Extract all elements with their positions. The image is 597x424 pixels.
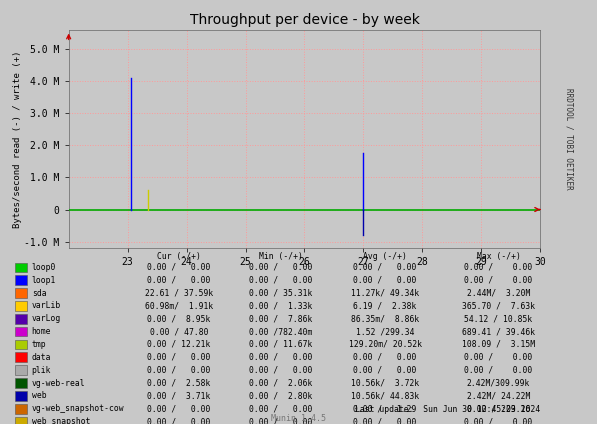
Text: 0.00 /   0.00: 0.00 / 0.00 xyxy=(353,263,417,272)
Text: 0.00 /    0.00: 0.00 / 0.00 xyxy=(464,353,533,362)
Title: Throughput per device - by week: Throughput per device - by week xyxy=(189,13,420,27)
Text: loop1: loop1 xyxy=(32,276,56,285)
Text: 0.00 /   0.00: 0.00 / 0.00 xyxy=(147,404,211,413)
Text: 0.00 /  1.33k: 0.00 / 1.33k xyxy=(249,301,312,310)
Bar xyxy=(15,301,27,311)
Bar xyxy=(15,365,27,375)
Text: 0.00 /   0.00: 0.00 / 0.00 xyxy=(249,276,312,285)
Bar xyxy=(15,262,27,272)
Text: 86.35m/  8.86k: 86.35m/ 8.86k xyxy=(351,314,419,323)
Text: 22.61 / 37.59k: 22.61 / 37.59k xyxy=(145,289,213,298)
Text: 10.56k/  3.72k: 10.56k/ 3.72k xyxy=(351,379,419,388)
Text: 0.00 /    0.00: 0.00 / 0.00 xyxy=(464,417,533,424)
Bar xyxy=(15,340,27,349)
Text: 0.00 /   0.00: 0.00 / 0.00 xyxy=(147,365,211,375)
Text: 0.00 /  2.06k: 0.00 / 2.06k xyxy=(249,379,312,388)
Text: 0.00 /   0.00: 0.00 / 0.00 xyxy=(353,417,417,424)
Text: 365.70 /  7.63k: 365.70 / 7.63k xyxy=(462,301,535,310)
Text: sda: sda xyxy=(32,289,46,298)
Text: 0.00 /   0.00: 0.00 / 0.00 xyxy=(353,276,417,285)
Text: 0.00 /   0.00: 0.00 / 0.00 xyxy=(353,365,417,375)
Text: RRDTOOL / TOBI OETIKER: RRDTOOL / TOBI OETIKER xyxy=(564,88,573,190)
Text: 0.00 / 47.80: 0.00 / 47.80 xyxy=(150,327,208,336)
Text: 0.00 /   0.00: 0.00 / 0.00 xyxy=(147,276,211,285)
Text: 2.44M/  3.20M: 2.44M/ 3.20M xyxy=(467,289,530,298)
Text: 689.41 / 39.46k: 689.41 / 39.46k xyxy=(462,327,535,336)
Text: Min (-/+): Min (-/+) xyxy=(259,252,303,262)
Text: 60.98m/  1.91k: 60.98m/ 1.91k xyxy=(145,301,213,310)
Text: varLog: varLog xyxy=(32,314,61,323)
Text: 2.42M/ 24.22M: 2.42M/ 24.22M xyxy=(467,391,530,400)
Text: plik: plik xyxy=(32,365,51,375)
Bar xyxy=(15,327,27,337)
Text: 0.00 / 229.16: 0.00 / 229.16 xyxy=(467,404,530,413)
Text: 0.00 /   0.00: 0.00 / 0.00 xyxy=(353,353,417,362)
Text: loop0: loop0 xyxy=(32,263,56,272)
Bar xyxy=(15,314,27,324)
Text: 0.00 /  2.58k: 0.00 / 2.58k xyxy=(147,379,211,388)
Text: Cur (-/+): Cur (-/+) xyxy=(157,252,201,262)
Text: 0.00 /   0.00: 0.00 / 0.00 xyxy=(249,365,312,375)
Text: 54.12 / 10.85k: 54.12 / 10.85k xyxy=(464,314,533,323)
Text: 0.00 /   0.00: 0.00 / 0.00 xyxy=(147,353,211,362)
Text: 0.00 /   0.00: 0.00 / 0.00 xyxy=(147,417,211,424)
Text: 0.00 /   1.29: 0.00 / 1.29 xyxy=(353,404,417,413)
Text: 0.00 /  3.71k: 0.00 / 3.71k xyxy=(147,391,211,400)
Text: data: data xyxy=(32,353,51,362)
Text: web: web xyxy=(32,391,46,400)
Text: 0.00 /   0.00: 0.00 / 0.00 xyxy=(249,263,312,272)
Text: 0.00 / 12.21k: 0.00 / 12.21k xyxy=(147,340,211,349)
Bar xyxy=(15,404,27,413)
Text: tmp: tmp xyxy=(32,340,46,349)
Text: 0.00 /    0.00: 0.00 / 0.00 xyxy=(464,365,533,375)
Text: 1.52 /299.34: 1.52 /299.34 xyxy=(356,327,414,336)
Text: 0.00 /   0.00: 0.00 / 0.00 xyxy=(249,404,312,413)
Bar xyxy=(15,288,27,298)
Bar xyxy=(15,391,27,401)
Text: 129.20m/ 20.52k: 129.20m/ 20.52k xyxy=(349,340,421,349)
Text: home: home xyxy=(32,327,51,336)
Text: 0.00 /  7.86k: 0.00 / 7.86k xyxy=(249,314,312,323)
Bar xyxy=(15,352,27,362)
Text: 0.00 / 11.67k: 0.00 / 11.67k xyxy=(249,340,312,349)
Bar xyxy=(15,378,27,388)
Text: 0.00 /   0.00: 0.00 / 0.00 xyxy=(147,263,211,272)
Text: 0.00 /  8.95k: 0.00 / 8.95k xyxy=(147,314,211,323)
Text: varLib: varLib xyxy=(32,301,61,310)
Text: 11.27k/ 49.34k: 11.27k/ 49.34k xyxy=(351,289,419,298)
Text: 0.00 /    0.00: 0.00 / 0.00 xyxy=(464,263,533,272)
Text: 0.00 /   0.00: 0.00 / 0.00 xyxy=(249,353,312,362)
Text: Avg (-/+): Avg (-/+) xyxy=(363,252,407,262)
Text: 0.00 /  2.80k: 0.00 / 2.80k xyxy=(249,391,312,400)
Text: 0.00 /    0.00: 0.00 / 0.00 xyxy=(464,276,533,285)
Y-axis label: Bytes/second read (-) / write (+): Bytes/second read (-) / write (+) xyxy=(13,50,21,228)
Text: 6.19 /  2.38k: 6.19 / 2.38k xyxy=(353,301,417,310)
Text: 108.09 /  3.15M: 108.09 / 3.15M xyxy=(462,340,535,349)
Text: 10.56k/ 44.83k: 10.56k/ 44.83k xyxy=(351,391,419,400)
Bar xyxy=(15,417,27,424)
Text: 0.00 / 35.31k: 0.00 / 35.31k xyxy=(249,289,312,298)
Text: Last update:  Sun Jun 30 12:45:03 2024: Last update: Sun Jun 30 12:45:03 2024 xyxy=(355,405,540,414)
Text: 0.00 /782.40m: 0.00 /782.40m xyxy=(249,327,312,336)
Text: Munin 1.4.5: Munin 1.4.5 xyxy=(271,414,326,423)
Text: vg-web_snapshot-cow: vg-web_snapshot-cow xyxy=(32,404,124,413)
Text: 0.00 /   0.00: 0.00 / 0.00 xyxy=(249,417,312,424)
Text: Max (-/+): Max (-/+) xyxy=(476,252,521,262)
Text: web_snapshot: web_snapshot xyxy=(32,417,90,424)
Bar xyxy=(15,276,27,285)
Text: 2.42M/309.99k: 2.42M/309.99k xyxy=(467,379,530,388)
Text: vg-web-real: vg-web-real xyxy=(32,379,85,388)
